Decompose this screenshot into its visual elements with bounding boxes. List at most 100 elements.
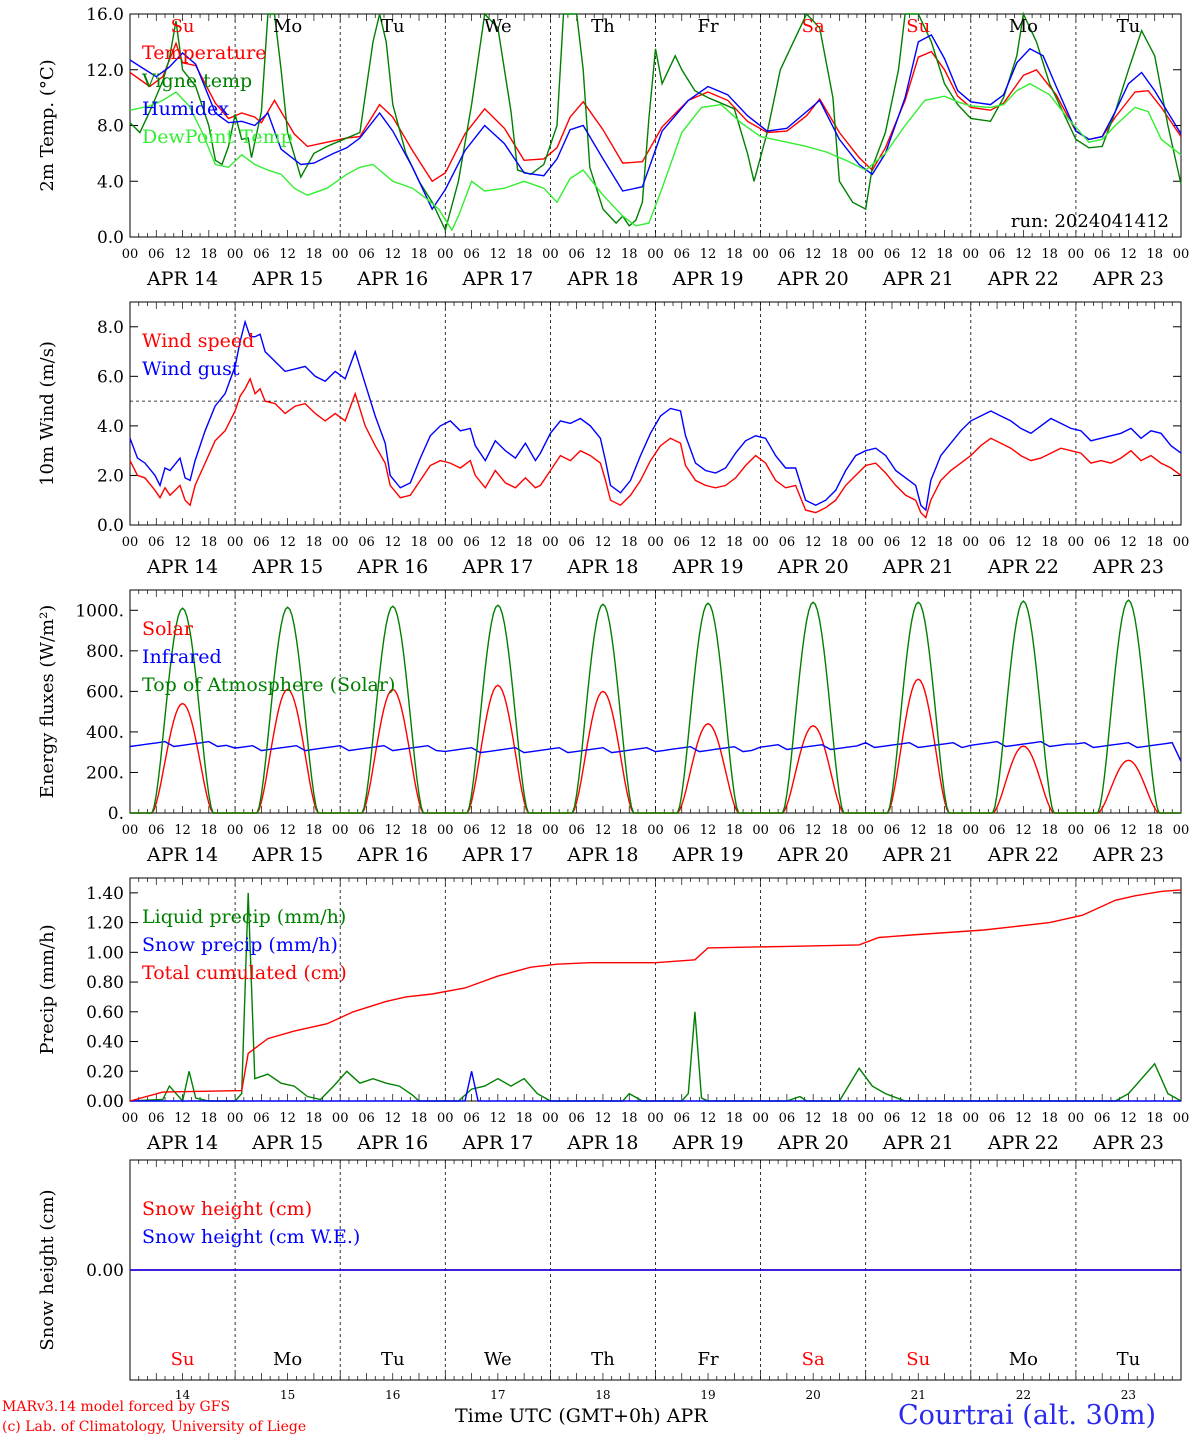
hour-label: 12 — [700, 247, 717, 262]
hour-label: 18 — [306, 823, 323, 838]
y-tick-label: 8.0 — [97, 318, 124, 338]
hour-label: 00 — [1068, 1111, 1085, 1126]
hour-label: 06 — [674, 1111, 691, 1126]
hour-label: 18 — [831, 535, 848, 550]
hour-label: 00 — [752, 1111, 769, 1126]
weekday-label: Th — [591, 16, 615, 37]
date-label: APR 17 — [461, 268, 533, 290]
date-label: APR 17 — [461, 1132, 533, 1154]
hour-label: 06 — [148, 535, 165, 550]
hour-label: 06 — [253, 1111, 270, 1126]
date-label: APR 22 — [987, 268, 1059, 290]
hour-label: 12 — [595, 535, 612, 550]
hour-label: 12 — [805, 535, 822, 550]
date-label: APR 17 — [461, 844, 533, 866]
hour-label: 00 — [857, 247, 874, 262]
hour-label: 18 — [516, 823, 533, 838]
weekday-label: Fr — [698, 1349, 719, 1370]
day-number-label: 14 — [175, 1388, 191, 1402]
hour-label: 06 — [148, 1111, 165, 1126]
hour-label: 12 — [1015, 535, 1032, 550]
weekday-label: Sa — [802, 1349, 825, 1370]
hour-label: 00 — [122, 1111, 139, 1126]
hour-label: 12 — [1015, 1111, 1032, 1126]
date-label: APR 22 — [987, 556, 1059, 578]
hour-label: 18 — [726, 823, 743, 838]
hour-label: 18 — [306, 535, 323, 550]
y-tick-label: 8.0 — [97, 117, 124, 137]
hour-label: 12 — [279, 823, 296, 838]
hour-label: 12 — [1120, 535, 1137, 550]
date-label: APR 19 — [672, 1132, 744, 1154]
hour-label: 06 — [568, 1111, 585, 1126]
series-line — [130, 1071, 1181, 1102]
plot-frame — [129, 589, 1182, 814]
hour-label: 00 — [963, 247, 980, 262]
hour-label: 12 — [1120, 823, 1137, 838]
legend-entry: Temperature — [142, 42, 266, 64]
hour-label: 06 — [884, 535, 901, 550]
hour-label: 00 — [857, 823, 874, 838]
hour-label: 12 — [700, 535, 717, 550]
plot-frame — [129, 301, 1182, 526]
hour-label: 18 — [1146, 1111, 1163, 1126]
hour-label: 18 — [621, 247, 638, 262]
y-axis-label: Snow height (cm) — [37, 1189, 58, 1350]
hour-label: 00 — [647, 535, 664, 550]
day-number-label: 21 — [911, 1388, 926, 1402]
date-label: APR 20 — [777, 556, 849, 578]
hour-label: 18 — [516, 535, 533, 550]
date-label: APR 17 — [461, 556, 533, 578]
hour-label: 12 — [384, 823, 401, 838]
legend-entry: Wind gust — [142, 358, 240, 380]
hour-label: 12 — [490, 535, 507, 550]
date-label: APR 23 — [1092, 844, 1164, 866]
model-credit: MARv3.14 model forced by GFS — [2, 1399, 231, 1415]
hour-label: 06 — [779, 535, 796, 550]
weekday-label: Th — [591, 1349, 615, 1370]
hour-label: 18 — [1146, 247, 1163, 262]
series-line — [129, 319, 1182, 512]
hour-label: 06 — [253, 247, 270, 262]
day-number-label: 16 — [385, 1388, 400, 1402]
series-line — [129, 740, 1182, 762]
y-tick-label: 1.00 — [86, 943, 124, 963]
legend-entry: Vigne temp — [141, 70, 252, 92]
date-label: APR 19 — [672, 556, 744, 578]
y-tick-label: 600. — [86, 682, 124, 702]
x-axis-title: Time UTC (GMT+0h) APR — [455, 1405, 708, 1427]
hour-label: 00 — [752, 247, 769, 262]
hour-label: 00 — [647, 823, 664, 838]
hour-label: 18 — [516, 1111, 533, 1126]
hour-label: 06 — [674, 535, 691, 550]
hour-label: 00 — [963, 823, 980, 838]
hour-label: 06 — [884, 247, 901, 262]
hour-label: 06 — [463, 823, 480, 838]
hour-label: 06 — [1094, 247, 1111, 262]
date-label: APR 21 — [882, 556, 954, 578]
y-tick-label: 200. — [86, 763, 124, 783]
y-tick-label: 0.60 — [86, 1003, 124, 1023]
y-tick-label: 4.0 — [97, 417, 124, 437]
hour-label: 00 — [332, 247, 349, 262]
hour-label: 00 — [227, 535, 244, 550]
y-tick-label: 1.20 — [86, 914, 124, 934]
hour-label: 12 — [805, 823, 822, 838]
date-label: APR 20 — [777, 268, 849, 290]
hour-label: 12 — [174, 535, 191, 550]
hour-label: 12 — [805, 247, 822, 262]
hour-label: 12 — [490, 1111, 507, 1126]
day-number-label: 22 — [1016, 1388, 1031, 1402]
hour-label: 00 — [857, 1111, 874, 1126]
date-label: APR 21 — [882, 844, 954, 866]
series-line — [129, 82, 1182, 232]
date-label: APR 14 — [146, 556, 218, 578]
date-label: APR 22 — [987, 844, 1059, 866]
date-label: APR 16 — [356, 1132, 428, 1154]
hour-label: 12 — [174, 1111, 191, 1126]
legend-entry: Snow height (cm W.E.) — [142, 1226, 360, 1248]
hour-label: 12 — [700, 1111, 717, 1126]
day-number-label: 19 — [700, 1388, 715, 1402]
date-label: APR 18 — [566, 844, 638, 866]
hour-label: 00 — [542, 247, 559, 262]
